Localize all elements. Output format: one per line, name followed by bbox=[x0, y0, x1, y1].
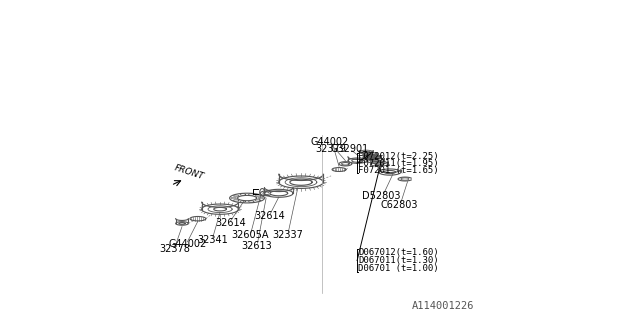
Text: G32901: G32901 bbox=[330, 144, 368, 154]
Text: G44002: G44002 bbox=[168, 239, 207, 249]
Text: F072012(t=2.25): F072012(t=2.25) bbox=[358, 152, 438, 161]
Text: G44002: G44002 bbox=[310, 137, 349, 147]
Text: D52803: D52803 bbox=[362, 191, 401, 202]
Text: 32613: 32613 bbox=[241, 241, 272, 251]
Text: A114001226: A114001226 bbox=[412, 301, 474, 311]
Text: 32337: 32337 bbox=[272, 229, 303, 240]
Text: 32605A: 32605A bbox=[231, 230, 268, 241]
Text: 32341: 32341 bbox=[197, 235, 228, 245]
Text: F07201 (t=1.65): F07201 (t=1.65) bbox=[358, 166, 438, 175]
Text: 32378: 32378 bbox=[159, 244, 190, 254]
Text: 32614: 32614 bbox=[254, 212, 285, 221]
Text: C62803: C62803 bbox=[381, 200, 418, 210]
Text: 32379: 32379 bbox=[316, 144, 346, 154]
Text: 32614: 32614 bbox=[215, 219, 246, 228]
Text: D067011(t=1.30): D067011(t=1.30) bbox=[358, 256, 438, 265]
Text: F072011(t=1.95): F072011(t=1.95) bbox=[358, 159, 438, 168]
Text: D067012(t=1.60): D067012(t=1.60) bbox=[358, 248, 438, 257]
Text: FRONT: FRONT bbox=[173, 164, 205, 181]
Text: D06701 (t=1.00): D06701 (t=1.00) bbox=[358, 264, 438, 273]
